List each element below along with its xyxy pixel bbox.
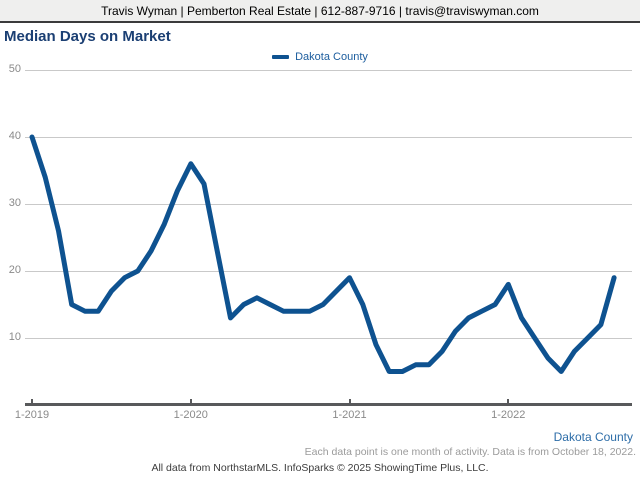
y-tick-label-30: 30 xyxy=(8,197,21,209)
y-tick-label-20: 20 xyxy=(8,264,21,276)
gridline-50 xyxy=(25,69,632,71)
x-tick-1-2022 xyxy=(507,399,510,404)
chart-title: Median Days on Market xyxy=(4,28,171,45)
attribution-text: All data from NorthstarMLS. InfoSparks ©… xyxy=(151,462,489,474)
x-tick-label-1-2021: 1-2021 xyxy=(332,409,367,421)
gridline-30 xyxy=(25,203,632,205)
gridline-10 xyxy=(25,337,632,339)
median-days-series-line xyxy=(29,134,617,374)
x-tick-1-2019 xyxy=(31,399,33,404)
y-tick-label-40: 40 xyxy=(8,130,21,142)
legend-series-label: Dakota County xyxy=(295,51,368,63)
y-tick-label-50: 50 xyxy=(8,63,21,75)
gridline-40 xyxy=(25,136,632,138)
x-tick-label-1-2022: 1-2022 xyxy=(491,409,526,421)
x-tick-1-2020 xyxy=(189,399,192,404)
chart-legend: Dakota County xyxy=(0,49,640,65)
data-note-text: Each data point is one month of activity… xyxy=(304,446,636,458)
footer-series-label: Dakota County xyxy=(553,430,633,444)
x-axis-line xyxy=(25,403,632,406)
contact-info-text: Travis Wyman | Pemberton Real Estate | 6… xyxy=(101,3,539,18)
x-tick-label-1-2019: 1-2019 xyxy=(14,409,50,421)
gridline-20 xyxy=(25,270,632,272)
x-tick-1-2021 xyxy=(348,399,351,404)
legend-line-swatch-icon xyxy=(272,55,290,59)
x-tick-label-1-2020: 1-2020 xyxy=(173,409,208,421)
contact-header-bar: Travis Wyman | Pemberton Real Estate | 6… xyxy=(0,0,640,23)
y-tick-label-10: 10 xyxy=(8,331,21,343)
